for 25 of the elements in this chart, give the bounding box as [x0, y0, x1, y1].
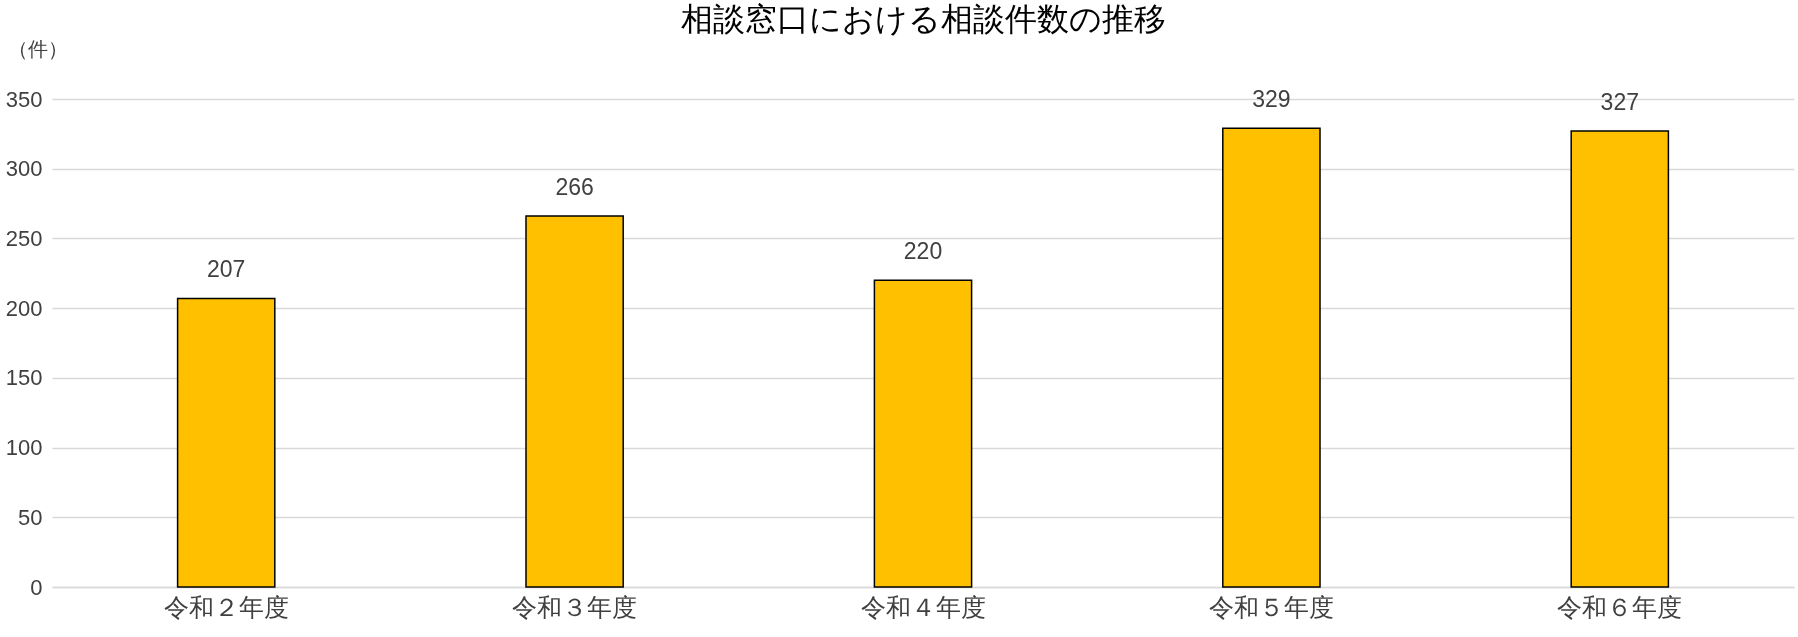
- data-label: 207: [207, 256, 246, 283]
- y-tick-label: 150: [5, 365, 43, 391]
- x-tick-label: 令和４年度: [860, 592, 986, 621]
- y-tick-label: 0: [30, 574, 43, 600]
- bar: [873, 279, 973, 588]
- chart-title: 相談窓口における相談件数の推移: [680, 1, 1166, 37]
- data-label: 266: [555, 174, 594, 201]
- x-tick-label: 令和６年度: [1557, 592, 1683, 621]
- data-label: 327: [1600, 89, 1639, 116]
- x-tick-label: 令和５年度: [1208, 592, 1334, 621]
- y-tick-label: 300: [5, 156, 43, 182]
- data-label: 220: [903, 238, 943, 265]
- y-tick-label: 250: [5, 225, 43, 251]
- bar: [1570, 130, 1670, 588]
- y-tick-label: 200: [5, 295, 43, 321]
- x-tick-label: 令和３年度: [512, 592, 638, 621]
- y-tick-label: 350: [5, 86, 43, 112]
- data-label: 329: [1252, 86, 1291, 113]
- bar: [1222, 127, 1321, 588]
- bar: [176, 297, 276, 588]
- y-tick-label: 50: [18, 504, 43, 530]
- x-tick-label: 令和２年度: [163, 592, 289, 621]
- y-axis-title: （件）: [7, 37, 68, 60]
- y-tick-label: 100: [5, 435, 43, 461]
- bar: [525, 215, 624, 588]
